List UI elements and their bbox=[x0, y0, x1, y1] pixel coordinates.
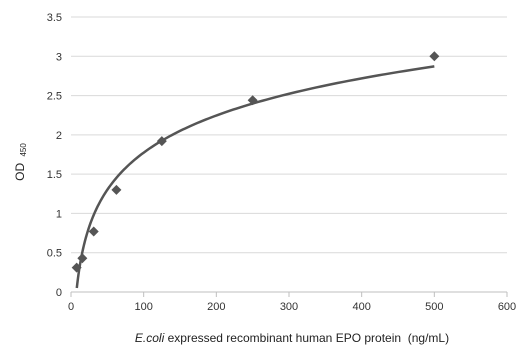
x-tick-label: 500 bbox=[425, 301, 443, 313]
y-tick-label: 1 bbox=[56, 208, 62, 220]
axes bbox=[70, 291, 508, 297]
y-tick-label: 2 bbox=[56, 130, 62, 142]
x-tick-label: 0 bbox=[68, 301, 74, 313]
tick-labels: 0 0.5 1 1.5 2 2.5 3 3.5 0 100 200 300 400 500 600 bbox=[47, 12, 516, 313]
y-tick-label: 3 bbox=[56, 51, 62, 63]
data-point bbox=[77, 253, 88, 264]
y-tick-label: 1.5 bbox=[47, 169, 62, 181]
y-tick-label: 2.5 bbox=[47, 91, 62, 103]
data-point bbox=[156, 136, 167, 147]
y-tick-label: 0.5 bbox=[47, 248, 62, 260]
data-point bbox=[71, 262, 82, 273]
data-point bbox=[88, 226, 99, 237]
y-tick-label: 3.5 bbox=[47, 12, 62, 24]
y-tick-label: 0 bbox=[56, 287, 62, 299]
x-axis-title: E.coli expressed recombinant human EPO p… bbox=[135, 331, 449, 345]
x-tick-label: 400 bbox=[352, 301, 370, 313]
gridlines bbox=[71, 16, 507, 254]
x-tick-label: 200 bbox=[207, 301, 225, 313]
y-axis-title: OD 450 bbox=[13, 143, 28, 181]
x-tick-label: 300 bbox=[280, 301, 298, 313]
data-point bbox=[247, 95, 258, 106]
x-tick-label: 100 bbox=[134, 301, 152, 313]
data-point bbox=[111, 184, 122, 195]
data-point bbox=[429, 51, 440, 62]
x-tick-label: 600 bbox=[498, 301, 516, 313]
data-markers bbox=[71, 51, 440, 273]
